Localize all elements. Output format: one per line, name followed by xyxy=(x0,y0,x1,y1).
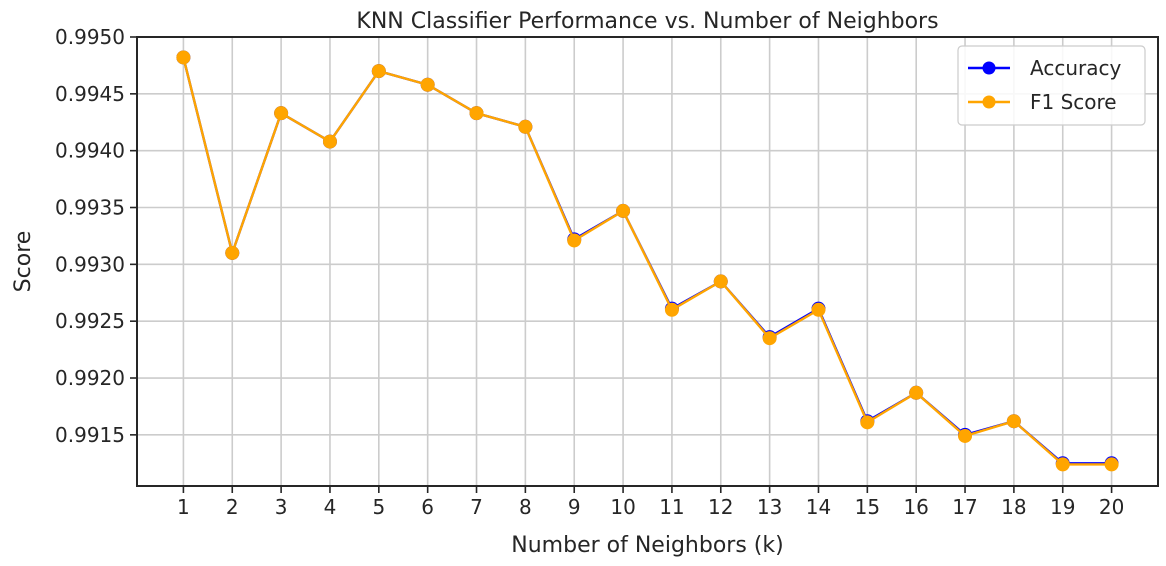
x-tick-label: 8 xyxy=(519,495,532,519)
ticks: 1 2 3 4 5 6 7 8 9 10 11 12 13 14 15 16 17 18 19 200.99150.9… xyxy=(55,25,1124,519)
legend-box xyxy=(957,45,1146,126)
data-point xyxy=(713,274,728,289)
data-point xyxy=(616,203,631,218)
data-point xyxy=(909,385,924,400)
x-tick-label: 4 xyxy=(324,495,337,519)
data-point xyxy=(762,331,777,346)
y-tick-label: 0.9920 xyxy=(55,366,125,390)
x-tick-label: 18 xyxy=(1001,495,1026,519)
data-point xyxy=(518,119,533,134)
x-tick-label: 19 xyxy=(1050,495,1075,519)
data-point xyxy=(371,64,386,79)
x-tick-label: 7 xyxy=(470,495,483,519)
x-tick-label: 14 xyxy=(806,495,831,519)
x-tick-label: 5 xyxy=(372,495,385,519)
x-tick-label: 13 xyxy=(757,495,782,519)
data-point xyxy=(176,50,191,65)
x-tick-label: 20 xyxy=(1099,495,1124,519)
data-point xyxy=(1104,457,1119,472)
y-axis-title: Score xyxy=(11,231,36,293)
legend-marker xyxy=(982,95,996,109)
legend-label: F1 Score xyxy=(1030,90,1117,114)
data-point xyxy=(811,302,826,317)
x-tick-label: 17 xyxy=(952,495,977,519)
x-axis-title: Number of Neighbors (k) xyxy=(511,533,783,558)
data-point xyxy=(1006,414,1021,429)
data-point xyxy=(958,428,973,443)
y-tick-label: 0.9915 xyxy=(55,423,125,447)
x-tick-label: 9 xyxy=(568,495,581,519)
plot-frame xyxy=(136,36,1159,487)
y-tick-label: 0.9935 xyxy=(55,196,125,220)
x-tick-label: 12 xyxy=(708,495,733,519)
x-tick-label: 6 xyxy=(421,495,434,519)
legend: Accuracy F1 Score xyxy=(957,45,1146,126)
x-tick-label: 1 xyxy=(177,495,190,519)
x-tick-label: 10 xyxy=(610,495,635,519)
y-tick-label: 0.9945 xyxy=(55,82,125,106)
x-tick-label: 3 xyxy=(275,495,288,519)
data-point xyxy=(664,302,679,317)
y-tick-label: 0.9940 xyxy=(55,139,125,163)
x-tick-label: 11 xyxy=(659,495,684,519)
x-tick-label: 15 xyxy=(855,495,880,519)
y-tick-label: 0.9950 xyxy=(55,25,125,49)
legend-marker xyxy=(982,61,996,75)
data-point xyxy=(322,134,337,149)
x-tick-label: 2 xyxy=(226,495,239,519)
series-f1-score xyxy=(176,50,1119,472)
data-point xyxy=(274,106,289,121)
chart-title: KNN Classifier Performance vs. Number of… xyxy=(356,9,938,34)
y-tick-label: 0.9930 xyxy=(55,252,125,276)
data-point xyxy=(1055,457,1070,472)
data-point xyxy=(567,233,582,248)
legend-label: Accuracy xyxy=(1030,56,1121,80)
x-tick-label: 16 xyxy=(903,495,928,519)
y-tick-label: 0.9925 xyxy=(55,309,125,333)
series-layer xyxy=(176,50,1119,472)
data-point xyxy=(860,415,875,430)
data-point xyxy=(225,245,240,260)
series-line xyxy=(182,57,1112,466)
data-point xyxy=(420,77,435,92)
data-point xyxy=(469,106,484,121)
